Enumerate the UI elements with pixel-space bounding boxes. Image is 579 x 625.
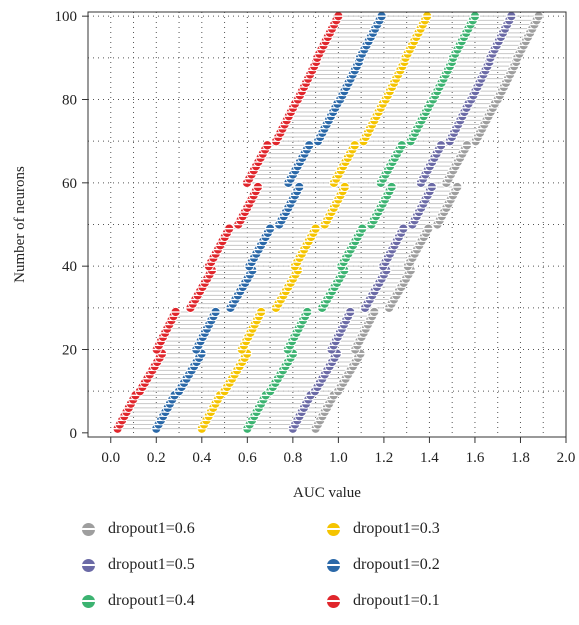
y-tick-label: 80 xyxy=(62,93,77,109)
legend-swatch xyxy=(82,558,95,572)
x-tick-label: 1.0 xyxy=(329,450,348,466)
x-tick-label: 1.8 xyxy=(511,450,530,466)
legend-item: dropout1=0.2 xyxy=(327,556,440,574)
y-tick-label: 40 xyxy=(62,259,77,275)
x-axis-label: AUC value xyxy=(293,485,361,501)
x-tick-label: 0.6 xyxy=(238,450,257,466)
y-tick-label: 100 xyxy=(55,9,78,25)
legend-item: dropout1=0.4 xyxy=(82,592,195,610)
x-tick-label: 0.2 xyxy=(147,450,166,466)
legend-label: dropout1=0.6 xyxy=(108,520,195,537)
legend-swatch xyxy=(82,594,95,608)
legend-label: dropout1=0.5 xyxy=(108,556,195,573)
axis-ticks: 0.0 0.2 0.4 0.6 0.8 1.0 1.2 1.4 1.6 1.8 2.0 0 20 40 60… xyxy=(55,9,576,466)
y-tick-label: 0 xyxy=(70,426,78,442)
legend-swatch xyxy=(327,522,340,536)
plot-frame xyxy=(87,11,567,438)
legend-swatch xyxy=(327,558,340,572)
y-tick-label: 20 xyxy=(62,343,77,359)
x-tick-label: 2.0 xyxy=(557,450,576,466)
series-dropout1=0.6 xyxy=(310,11,544,434)
legend-item: dropout1=0.6 xyxy=(82,520,195,538)
x-tick-label: 1.2 xyxy=(375,450,394,466)
series-dropout1=0.4 xyxy=(242,11,481,434)
y-axis-label: Number of neurons xyxy=(12,166,28,283)
legend-item: dropout1=0.5 xyxy=(82,556,195,574)
x-tick-label: 0.8 xyxy=(283,450,302,466)
legend-label: dropout1=0.1 xyxy=(353,592,440,609)
connector-lines xyxy=(117,15,539,430)
legend-swatch xyxy=(327,594,340,608)
series-dropout1=0.5 xyxy=(287,11,517,434)
x-tick-label: 1.6 xyxy=(466,450,485,466)
x-tick-label: 0.0 xyxy=(101,450,120,466)
legend-label: dropout1=0.3 xyxy=(353,520,440,537)
data-points xyxy=(112,11,544,434)
legend-label: dropout1=0.4 xyxy=(108,592,195,609)
y-tick-label: 60 xyxy=(62,176,77,192)
series-dropout1=0.2 xyxy=(151,11,387,434)
legend-swatch xyxy=(82,522,95,536)
x-tick-label: 0.4 xyxy=(192,450,211,466)
series-dropout1=0.3 xyxy=(196,11,433,434)
legend-item: dropout1=0.1 xyxy=(327,592,440,610)
legend-item: dropout1=0.3 xyxy=(327,520,440,538)
series-dropout1=0.1 xyxy=(112,11,344,434)
x-tick-label: 1.4 xyxy=(420,450,439,466)
legend-label: dropout1=0.2 xyxy=(353,556,440,573)
